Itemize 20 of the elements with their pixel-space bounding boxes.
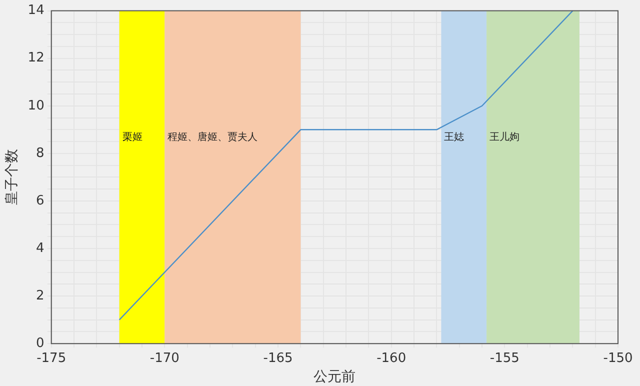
y-tick-label: 12 [28,50,44,66]
y-tick-label: 6 [36,193,44,208]
y-tick-label: 0 [36,336,44,351]
y-axis-title: 皇子个数 [4,149,20,206]
band-label: 王儿姁 [490,130,520,143]
band-label: 栗姬 [122,132,142,143]
y-tick-label: 10 [28,98,44,114]
y-tick-label: 14 [28,3,44,18]
y-tick-label: 8 [36,146,44,161]
x-tick-label: -165 [263,350,293,366]
band-label: 程姬、唐姬、贾夫人 [168,130,258,143]
band-label: 王娡 [444,132,464,143]
x-axis-title: 公元前 [314,369,356,386]
y-tick-label: 2 [36,288,44,304]
x-tick-label: -150 [603,350,633,366]
x-tick-label: -155 [490,350,520,366]
x-tick-label: -175 [36,350,66,366]
x-tick-label: -170 [150,350,180,366]
y-tick-label: 4 [36,240,44,256]
x-tick-label: -160 [376,350,406,366]
